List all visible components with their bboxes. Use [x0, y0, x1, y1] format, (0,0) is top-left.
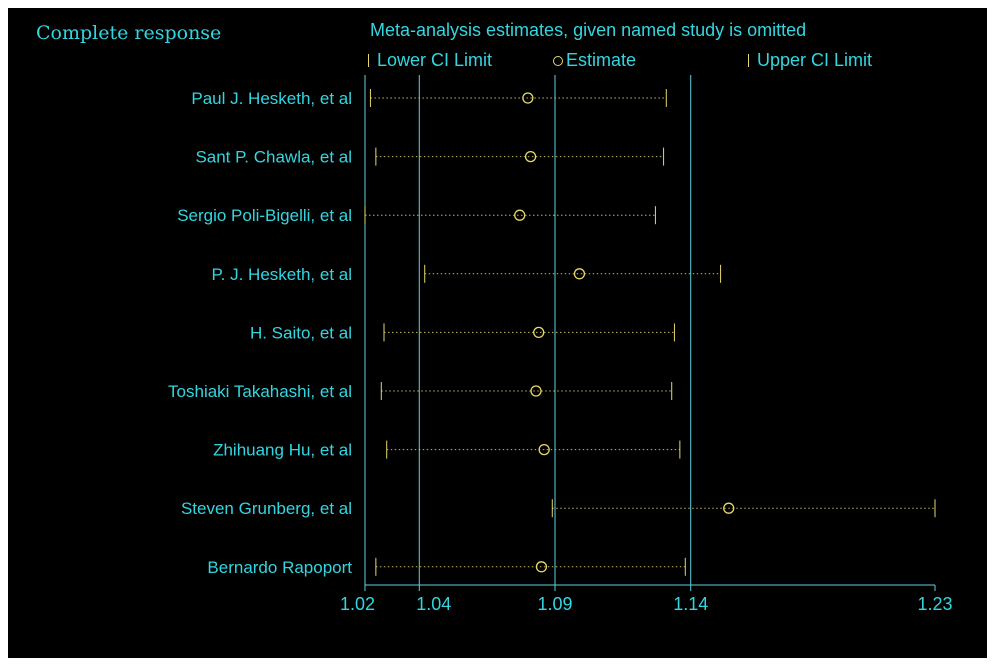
study-label: P. J. Hesketh, et al	[212, 265, 352, 284]
study-label: H. Saito, et al	[250, 323, 352, 342]
legend-item-lower: Lower CI Limit	[368, 50, 492, 71]
chart-title: Meta-analysis estimates, given named stu…	[370, 20, 807, 40]
x-tick-label: 1.23	[917, 594, 952, 614]
study-label: Sergio Poli-Bigelli, et al	[177, 206, 352, 225]
estimate-point	[533, 326, 545, 339]
legend-item-upper: Upper CI Limit	[748, 50, 872, 71]
estimate-point	[530, 385, 542, 397]
corner-title: Complete response	[36, 22, 222, 44]
legend-label-estimate: Estimate	[566, 50, 637, 70]
x-tick-label: 1.02	[340, 594, 375, 614]
study-label: Steven Grunberg, et al	[181, 499, 352, 518]
estimate-point	[538, 443, 550, 456]
legend-label-upper: Upper CI Limit	[757, 50, 873, 70]
upper-limit-marker-icon	[748, 54, 749, 67]
legend: Lower CI Limit Estimate Upper CI Limit	[0, 50, 995, 74]
legend-item-estimate: Estimate	[553, 50, 636, 71]
study-label: Paul J. Hesketh, et al	[191, 89, 352, 108]
study-label: Zhihuang Hu, et al	[213, 441, 352, 460]
estimate-point	[723, 502, 735, 514]
study-label: Bernardo Rapoport	[207, 558, 352, 577]
legend-label-lower: Lower CI Limit	[377, 50, 493, 70]
x-tick-label: 1.14	[673, 594, 708, 614]
x-tick-label: 1.04	[416, 594, 451, 614]
estimate-point	[524, 150, 537, 163]
x-tick-label: 1.09	[537, 594, 572, 614]
study-label: Toshiaki Takahashi, et al	[168, 382, 352, 401]
estimate-point	[535, 561, 548, 573]
estimate-point	[522, 92, 534, 104]
estimate-point	[514, 209, 526, 221]
estimate-circle-icon	[553, 56, 563, 66]
plot-background	[8, 8, 987, 658]
lower-limit-marker-icon	[368, 54, 369, 67]
study-label: Sant P. Chawla, et al	[195, 148, 352, 167]
estimate-point	[573, 268, 586, 280]
